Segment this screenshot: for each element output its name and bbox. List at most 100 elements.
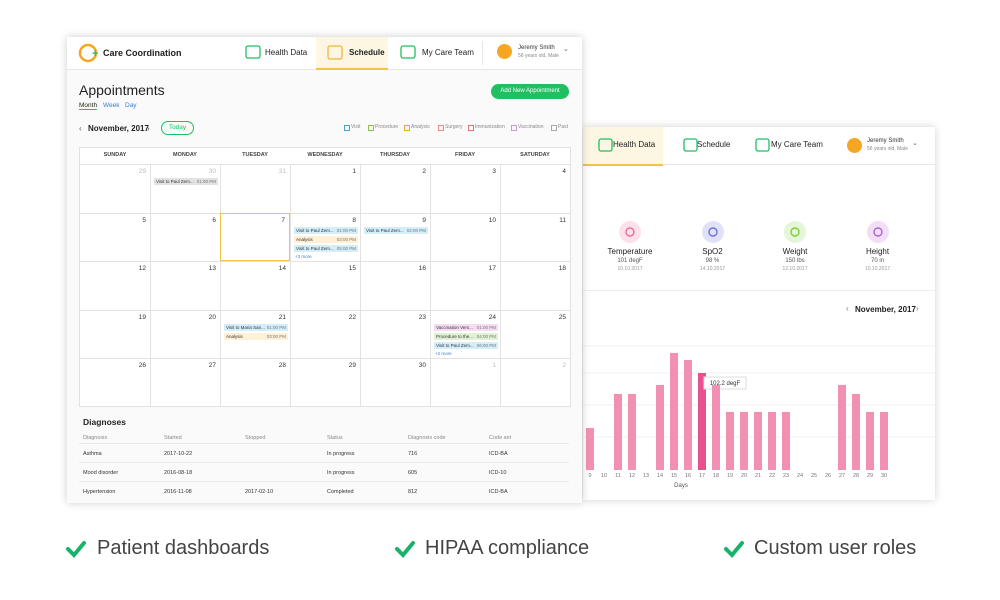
day-number: 16 — [418, 265, 426, 272]
day-number: 30 — [418, 362, 426, 369]
day-cell[interactable]: 31 — [220, 164, 290, 213]
event[interactable]: Analysis 03:00 PM — [294, 235, 358, 243]
chevron: ⌄ — [563, 46, 569, 53]
event[interactable]: Procedure to the... 04:00 PM — [434, 332, 498, 340]
tab[interactable]: Schedule — [697, 140, 731, 149]
day-cell[interactable]: 19 — [80, 309, 150, 359]
cell: 2017-02-10 — [245, 489, 274, 495]
health-window: Health Data Schedule My Care Team Jeremy Sm… — [583, 127, 935, 500]
legend-swatch — [551, 125, 557, 131]
tab[interactable]: My Care Team — [422, 48, 474, 57]
day-cell[interactable]: 21 Visit to Maria San... 01:00 PM Analysis 0… — [220, 309, 290, 358]
event[interactable]: Analysis 03:00 PM — [224, 332, 288, 340]
day-cell[interactable]: 23 — [360, 309, 430, 358]
day-cell[interactable]: 29 — [290, 358, 360, 407]
day-number: 1 — [352, 168, 356, 175]
cell: ICD-BA — [489, 489, 508, 495]
day-cell[interactable]: 16 — [360, 261, 430, 310]
user-info: 56 years old, Male — [518, 53, 559, 59]
event-title: Visit to Paul Zem... — [156, 179, 194, 184]
day-cell[interactable]: 12 — [80, 261, 150, 310]
day-cell[interactable]: 24 Vaccination Vers... 01:00 PM Procedure t… — [430, 309, 500, 358]
weekday: SUNDAY — [103, 152, 127, 158]
day-cell[interactable]: 26 — [80, 358, 150, 407]
day-cell[interactable]: 4 — [500, 164, 570, 213]
tab[interactable]: Health Data — [265, 48, 308, 57]
icon — [400, 45, 416, 59]
day-cell[interactable]: 20 — [150, 309, 220, 358]
next[interactable]: › — [916, 304, 919, 313]
day-cell[interactable]: 17 — [430, 261, 500, 310]
day-cell[interactable]: 30 — [360, 358, 430, 407]
x-tick-label: 9 — [588, 473, 591, 479]
day-cell[interactable]: 5 — [80, 212, 150, 262]
day-cell[interactable]: 28 — [220, 358, 290, 407]
day-cell[interactable]: 11 — [500, 212, 570, 261]
day-cell[interactable]: 27 — [150, 358, 220, 407]
event[interactable]: Visit to Paul Zem... 01:00 PM — [294, 226, 358, 234]
day-cell[interactable]: 3 — [430, 164, 500, 213]
column-header: Diagnosis — [83, 435, 108, 441]
tab[interactable]: My Care Team — [771, 140, 823, 149]
data-label: 102.2 degF — [710, 381, 741, 387]
x-tick-label: 16 — [685, 473, 691, 479]
day-cell[interactable]: 1 — [430, 358, 500, 407]
bar — [628, 393, 636, 470]
prev[interactable]: ‹ — [846, 304, 849, 313]
day-cell[interactable]: 13 — [150, 261, 220, 310]
x-tick-label: 22 — [769, 473, 775, 479]
cell: 2017-10-22 — [164, 451, 193, 457]
day-cell[interactable]: 29 — [80, 164, 150, 213]
row-line — [79, 443, 569, 444]
legend-label: Procedure — [375, 124, 399, 130]
prev[interactable]: ‹ — [79, 124, 82, 133]
day-cell[interactable]: 18 — [500, 261, 570, 310]
view-tab[interactable]: Week — [103, 102, 120, 109]
tab[interactable]: Schedule — [349, 48, 385, 57]
day-cell[interactable]: 9 Visit to Paul Zem... 02:00 PM — [360, 212, 430, 261]
day-cell[interactable]: 14 — [220, 261, 290, 310]
day-cell[interactable]: 30 Visit to Paul Zem... 01:00 PM — [150, 164, 220, 213]
day-cell[interactable]: 2 — [500, 358, 570, 407]
month: November, 2017 — [88, 124, 149, 133]
icon — [701, 221, 724, 243]
add-button[interactable]: Add New Appointment — [491, 84, 569, 99]
legend-swatch — [404, 125, 410, 131]
day-cell[interactable]: 25 — [500, 309, 570, 358]
view-tab[interactable]: Month — [79, 102, 98, 110]
event-title: Visit to Paul Zem... — [296, 227, 334, 233]
more-link[interactable]: +2 more — [435, 350, 452, 356]
day-cell[interactable]: 22 — [290, 309, 360, 358]
event[interactable]: Visit to Paul Zem... 01:00 PM — [154, 178, 218, 185]
view-tab[interactable]: Day — [125, 102, 137, 109]
user-info: 56 years old, Male — [867, 146, 908, 152]
day-cell[interactable]: 6 — [150, 212, 220, 261]
day-cell[interactable]: 8 Visit to Paul Zem... 01:00 PM Analysis 03:… — [290, 212, 360, 261]
today-button[interactable]: Today — [161, 121, 194, 135]
event-title: Vaccination Vers... — [436, 324, 473, 330]
icon — [327, 45, 343, 60]
legend-label: Visit — [351, 124, 361, 130]
day-cell[interactable]: 10 — [430, 212, 500, 261]
day-number: 15 — [348, 265, 356, 272]
day-cell[interactable]: 1 — [290, 164, 360, 213]
icon — [66, 541, 86, 558]
day-number: 29 — [348, 362, 356, 369]
day-cell[interactable]: 15 — [290, 261, 360, 310]
day-cell[interactable]: 7 — [220, 212, 290, 261]
next[interactable]: › — [147, 124, 150, 133]
bar — [880, 412, 888, 470]
x-tick-label: 15 — [671, 473, 677, 479]
event[interactable]: Vaccination Vers... 01:00 PM — [434, 323, 498, 331]
day-cell[interactable]: 2 — [360, 164, 430, 213]
tab[interactable]: Health Data — [613, 140, 656, 149]
vital-date: 12.10.2017 — [782, 266, 808, 272]
column-header: Started — [164, 435, 182, 441]
cell: 716 — [408, 451, 418, 457]
event[interactable]: Visit to Paul Zem... 06:00 PM — [434, 341, 498, 349]
calendar: SUNDAY MONDAY TUESDAY WEDNESDAY THURSDAY FRID… — [79, 147, 571, 407]
event[interactable]: Visit to Paul Zem... 02:00 PM — [364, 226, 428, 234]
more-link[interactable]: +3 more — [295, 253, 312, 259]
event[interactable]: Visit to Paul Zem... 05:00 PM — [294, 244, 358, 252]
event[interactable]: Visit to Maria San... 01:00 PM — [224, 323, 288, 331]
